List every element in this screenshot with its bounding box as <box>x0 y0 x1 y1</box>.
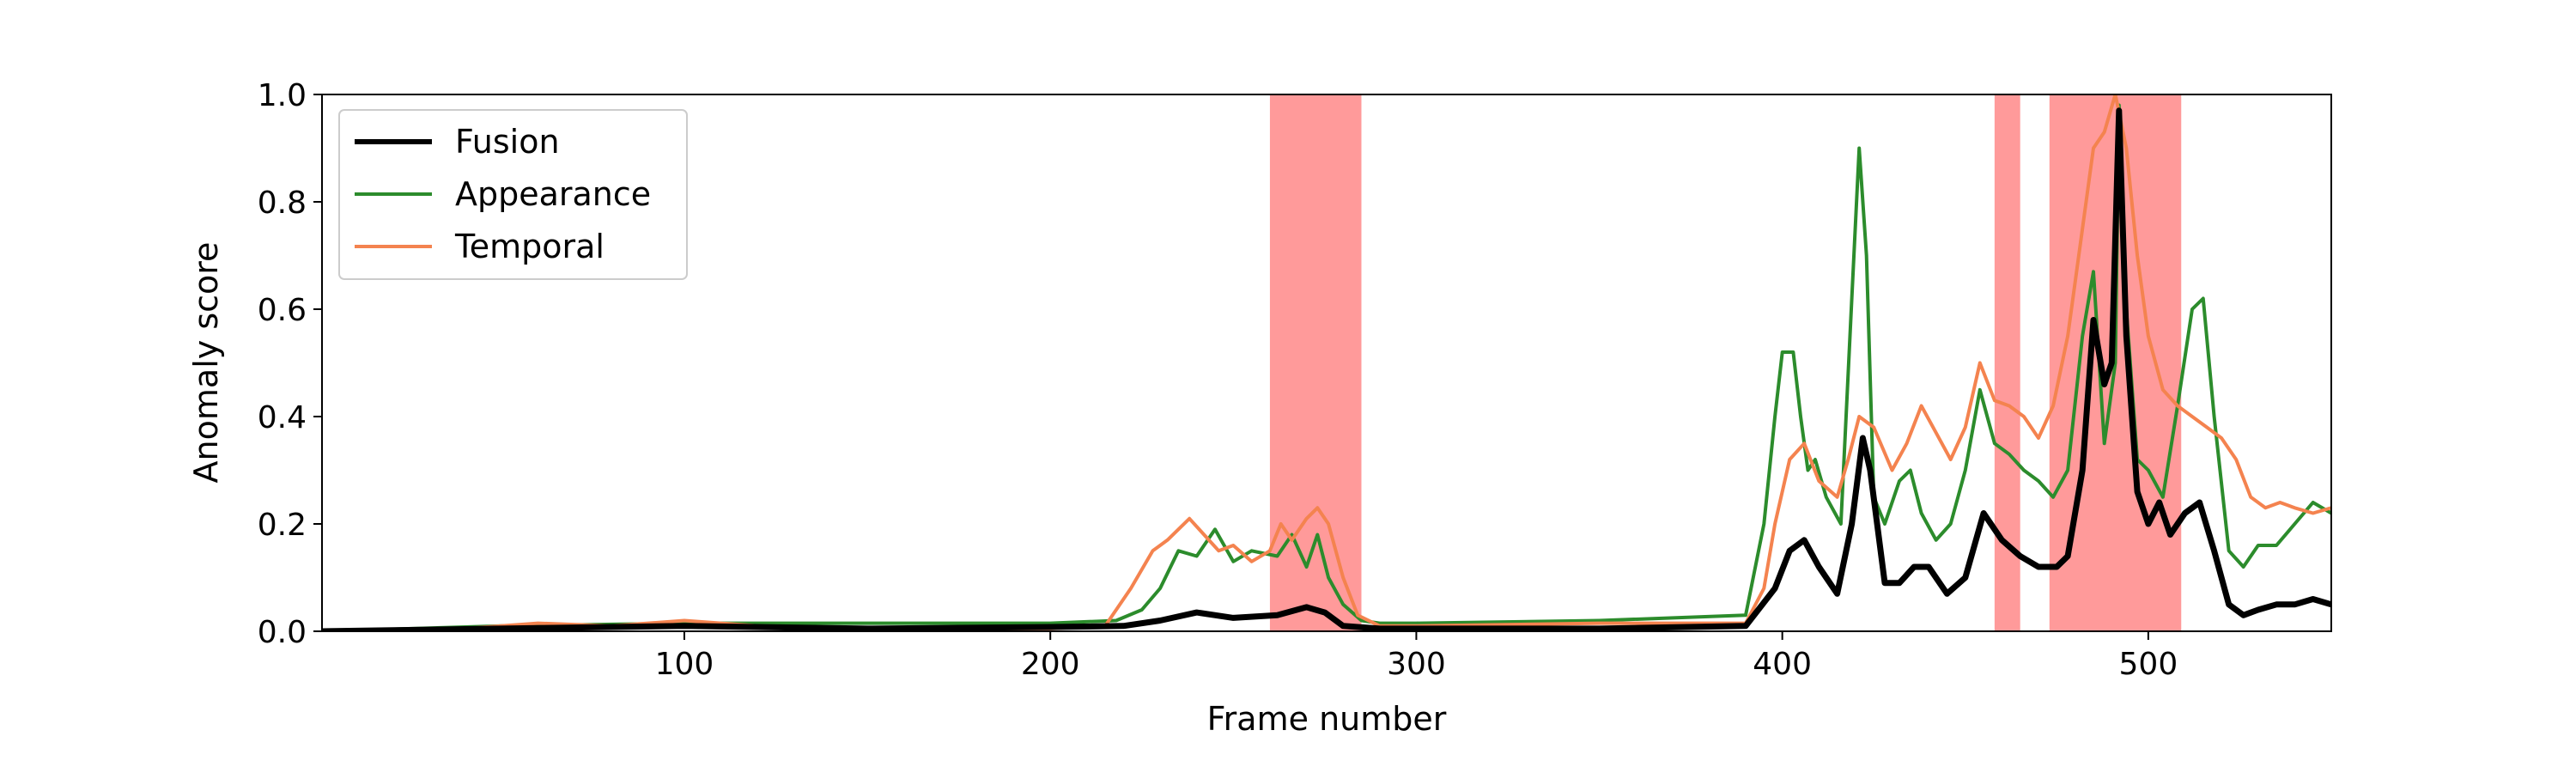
y-tick-label-0.6: 0.6 <box>258 293 307 328</box>
series-lines <box>322 94 2331 631</box>
y-tick-label-1.0: 1.0 <box>258 78 307 113</box>
y-tick-label-0.2: 0.2 <box>258 508 307 543</box>
legend: Fusion Appearance Temporal <box>338 109 688 280</box>
x-tick-label-200: 200 <box>1021 647 1080 682</box>
legend-box <box>338 109 688 280</box>
x-tick-label-300: 300 <box>1387 647 1446 682</box>
y-axis-ticks: 0.0 0.2 0.4 0.6 0.8 1.0 <box>258 78 322 650</box>
anomaly-regions <box>1269 94 2182 631</box>
anomaly-region-1 <box>1269 94 1362 631</box>
legend-label-temporal: Temporal <box>454 228 605 265</box>
x-axis-ticks: 100 200 300 400 500 <box>655 631 2178 682</box>
series-line-temporal <box>322 94 2331 631</box>
y-tick-label-0.4: 0.4 <box>258 400 307 435</box>
plot-frame <box>321 94 2332 632</box>
x-axis-label: Frame number <box>1207 700 1447 738</box>
legend-label-appearance: Appearance <box>455 175 651 213</box>
y-axis-label: Anomaly score <box>187 242 225 484</box>
series-line-fusion <box>322 107 2331 631</box>
x-tick-label-100: 100 <box>655 647 714 682</box>
y-tick-label-0.8: 0.8 <box>258 186 307 221</box>
x-tick-label-500: 500 <box>2119 647 2178 682</box>
y-tick-label-0.0: 0.0 <box>258 615 307 650</box>
legend-label-fusion: Fusion <box>455 123 560 161</box>
x-tick-label-400: 400 <box>1753 647 1812 682</box>
